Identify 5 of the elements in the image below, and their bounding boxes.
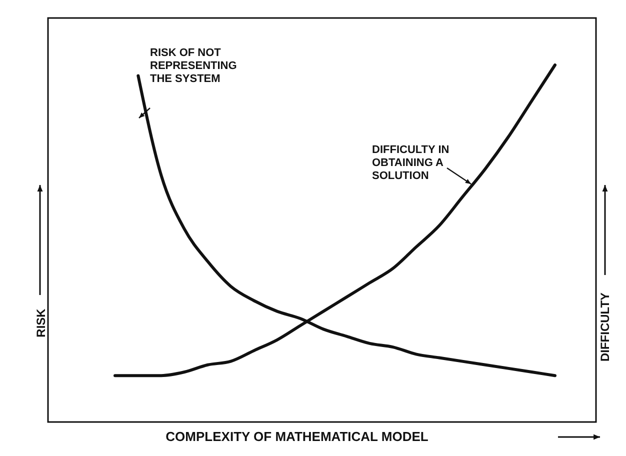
annotation: RISK OF NOT REPRESENTING THE SYSTEM (150, 47, 237, 85)
y2-axis-title: DIFFICULTY (598, 292, 612, 362)
x-axis-title: COMPLEXITY OF MATHEMATICAL MODEL (166, 429, 428, 444)
annotation: DIFFICULTY IN OBTAINING A SOLUTION (372, 144, 450, 182)
y-axis-title: RISK (34, 308, 48, 338)
